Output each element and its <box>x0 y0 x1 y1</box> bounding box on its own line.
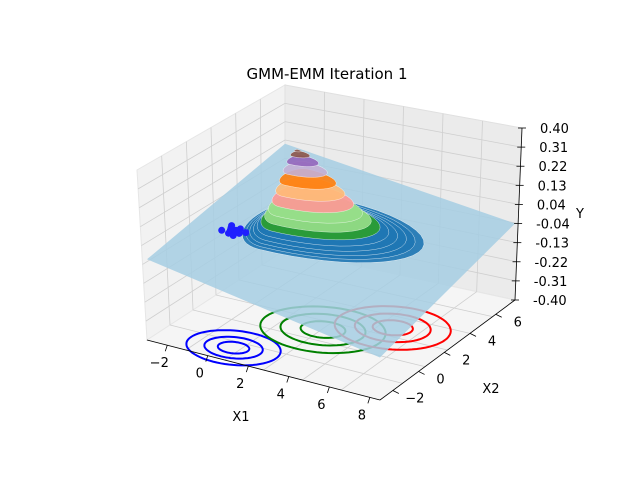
x-axis-line <box>146 339 381 401</box>
surface-band <box>290 150 310 159</box>
x-tick <box>367 397 371 404</box>
x-tick-label: 4 <box>277 388 285 403</box>
grid-line <box>284 139 520 186</box>
x-tick <box>205 355 209 362</box>
z-tick-label: -0.22 <box>535 256 569 271</box>
z-tick-label: 0.04 <box>537 198 566 213</box>
x-tick-label: 8 <box>358 408 366 423</box>
scatter-point <box>228 222 236 230</box>
scatter-point <box>229 232 237 239</box>
surface-band <box>294 149 302 153</box>
contour-ring-blue <box>203 335 264 360</box>
grid-line <box>137 102 286 190</box>
contour-ring-blue <box>216 340 251 355</box>
y-tick <box>444 352 451 356</box>
axes: −2 0 2 4 6 8 −2 0 2 4 6 -0.40 -0.31 -0.22 -0.13 -0.04 0.… <box>146 122 570 423</box>
x-tick <box>245 365 249 373</box>
z-tick-label: 0.31 <box>539 141 568 156</box>
z-tick-label: -0.13 <box>535 237 569 252</box>
grid-line <box>161 155 171 326</box>
scatter-point <box>218 226 226 234</box>
y-tick <box>418 371 425 375</box>
z-tick-label: -0.40 <box>533 294 567 309</box>
z-axis-label: Y <box>575 207 584 222</box>
y-tick-label: 4 <box>488 334 496 349</box>
z-tick-label: 0.13 <box>538 179 567 194</box>
z-axis-line <box>514 127 523 301</box>
x-tick-label: 6 <box>317 398 325 413</box>
grid-line <box>284 102 522 148</box>
y-axis-label: X2 <box>482 382 499 397</box>
z-tick-label: -0.04 <box>536 218 570 233</box>
y-axis-line <box>379 299 516 401</box>
y-tick <box>469 332 477 337</box>
x-tick <box>164 345 168 352</box>
x-tick-label: −2 <box>150 356 169 371</box>
y-tick-label: 2 <box>462 353 470 368</box>
grid-line <box>140 139 286 228</box>
grid-line <box>284 121 521 167</box>
grid-line <box>139 121 286 209</box>
z-tick-label: 0.22 <box>538 160 567 175</box>
z-tick-label: 0.40 <box>540 122 569 137</box>
y-tick-label: 0 <box>436 372 444 387</box>
grid-line <box>476 120 483 292</box>
y-tick-label: 6 <box>514 315 522 330</box>
y-tick <box>392 390 400 394</box>
surface-band <box>286 154 319 167</box>
y-tick <box>495 313 502 318</box>
scatter-points <box>218 222 250 239</box>
surface-plane <box>147 143 515 358</box>
y-tick-label: −2 <box>405 391 424 406</box>
chart-title: GMM-EMM Iteration 1 <box>247 65 408 83</box>
x-tick <box>326 386 330 394</box>
x-tick-label: 2 <box>236 377 244 392</box>
z-tick-label: -0.31 <box>534 275 568 290</box>
scatter-point <box>242 229 250 237</box>
x-tick <box>286 376 290 383</box>
x-axis-label: X1 <box>232 410 249 425</box>
x-tick-label: 0 <box>196 367 204 382</box>
